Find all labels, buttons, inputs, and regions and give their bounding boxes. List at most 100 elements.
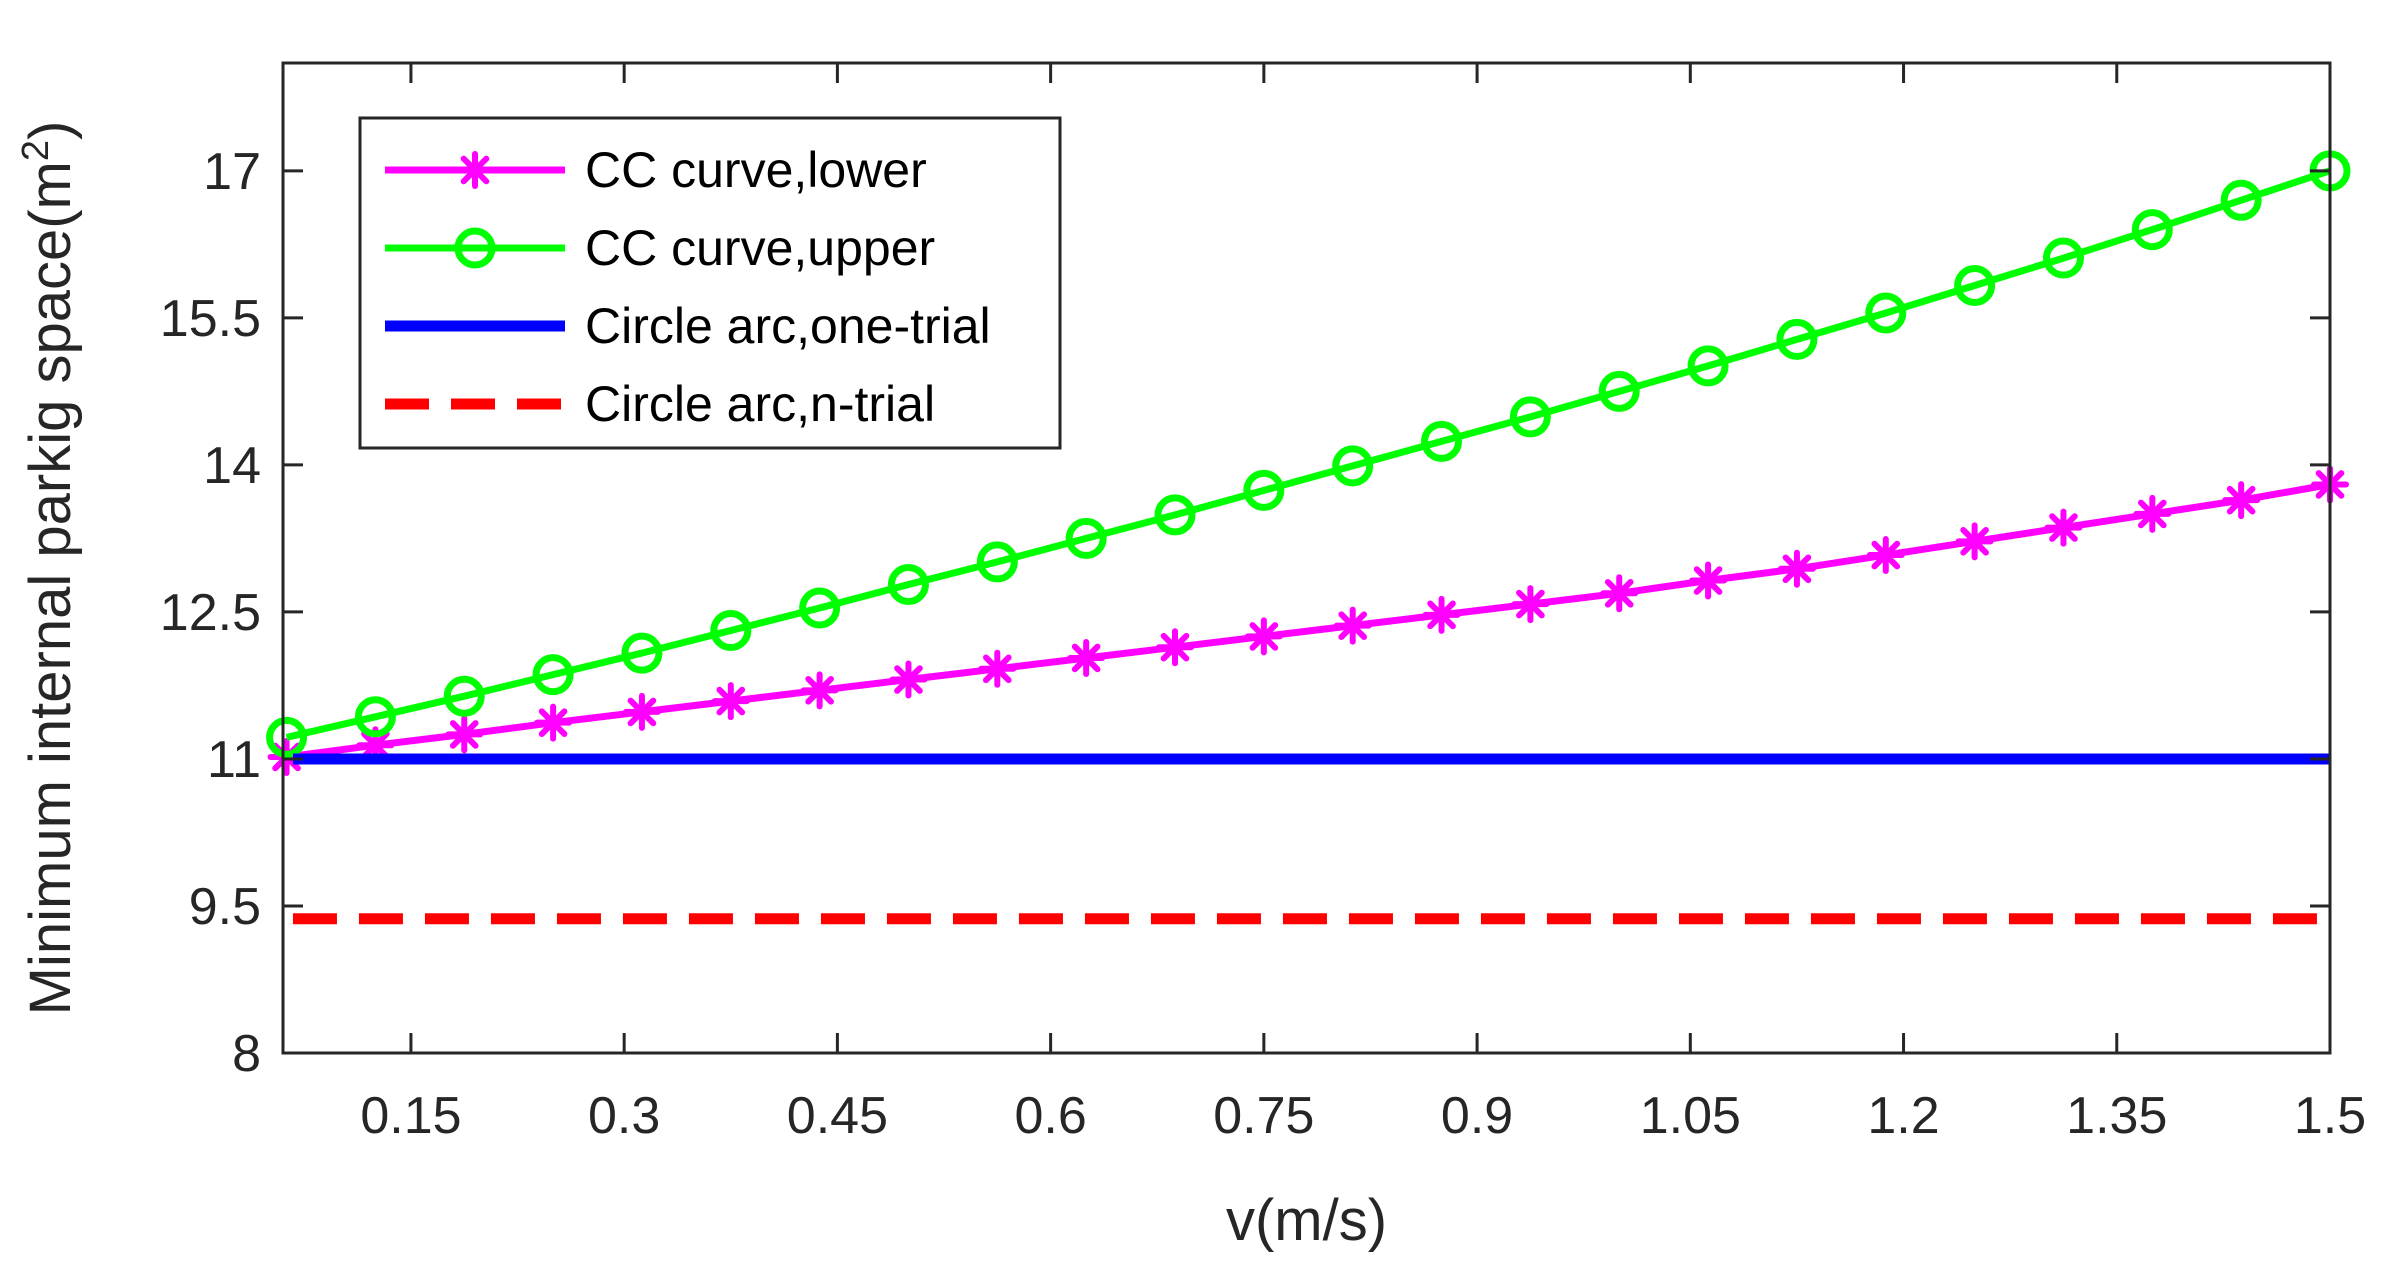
data-point-stroke (449, 720, 479, 749)
data-point-stroke (716, 686, 746, 716)
data-point (1422, 595, 1461, 634)
data-point (1156, 628, 1195, 667)
series-cc-curve-upper (266, 150, 2351, 758)
legend-item: Circle arc,n-trial (385, 376, 935, 432)
data-point-stroke (2049, 513, 2078, 542)
data-point-stroke (361, 730, 390, 760)
data-point-stroke (1604, 578, 1634, 608)
data-point-stroke (983, 654, 1012, 684)
data-point (799, 587, 841, 629)
legend-label: Circle arc,n-trial (585, 376, 935, 432)
data-point (1866, 536, 1905, 575)
data-point (887, 563, 929, 605)
data-point (711, 682, 750, 721)
y-tick-label: 17 (203, 143, 261, 201)
legend-label: Circle arc,one-trial (585, 298, 991, 354)
legend-marker (454, 227, 496, 269)
data-point (800, 671, 839, 710)
x-tick-label: 0.45 (787, 1087, 888, 1145)
data-point (354, 696, 396, 738)
y-tick-label: 9.5 (189, 878, 261, 936)
data-point (266, 716, 308, 758)
x-tick-label: 1.2 (1867, 1087, 1939, 1145)
data-point (2222, 481, 2261, 520)
x-tick-label: 0.6 (1014, 1087, 1086, 1145)
data-point (710, 610, 752, 652)
x-tick-label: 1.05 (1640, 1087, 1741, 1145)
data-point (1244, 617, 1283, 656)
y-axis-label: Minimum internal parkig space(m2) (15, 121, 83, 1016)
legend-item: CC curve,lower (385, 142, 927, 198)
legend-marker-stroke (460, 155, 490, 185)
data-point (1332, 445, 1374, 487)
data-point (1777, 549, 1816, 588)
data-point-stroke (1249, 622, 1279, 651)
y-tick-label: 11 (207, 731, 261, 789)
data-point-stroke (1427, 600, 1456, 630)
x-tick-label: 0.3 (588, 1087, 660, 1145)
data-point (976, 541, 1018, 583)
data-point (621, 632, 663, 674)
data-point-stroke (1782, 554, 1812, 584)
data-point (1511, 585, 1550, 624)
data-point (532, 654, 574, 696)
x-tick-label: 0.9 (1441, 1087, 1513, 1145)
data-point-stroke (1516, 589, 1545, 619)
data-point (2220, 179, 2262, 221)
y-tick-label: 14 (203, 437, 261, 495)
data-point-stroke (1871, 540, 1901, 570)
data-point (1687, 345, 1729, 387)
data-point-stroke (1071, 643, 1101, 673)
data-point-stroke (627, 697, 657, 727)
data-point-stroke (894, 665, 923, 694)
legend-item: CC curve,upper (385, 220, 935, 276)
x-axis-label: v(m/s) (1226, 1188, 1387, 1253)
x-tick-label: 0.15 (360, 1087, 461, 1145)
data-point-stroke (538, 708, 568, 737)
data-point-stroke (805, 676, 834, 705)
data-point-stroke (1160, 632, 1190, 662)
plot-frame (281, 61, 2332, 1055)
data-point (1776, 318, 1818, 360)
data-point (2133, 494, 2172, 533)
series-cc-curve-lower (267, 465, 2349, 776)
data-point (1243, 469, 1285, 511)
data-point-stroke (2226, 485, 2256, 515)
data-point (1067, 638, 1106, 677)
data-point (534, 703, 573, 742)
data-point (1333, 606, 1372, 645)
data-point (1955, 522, 1994, 561)
data-point (2131, 209, 2173, 251)
data-point (889, 660, 928, 699)
data-point (1065, 517, 1107, 559)
x-tick-label: 1.5 (2294, 1087, 2366, 1145)
y-tick-label: 8 (232, 1025, 261, 1083)
legend-label: CC curve,lower (585, 142, 927, 198)
x-tick-label: 0.75 (1213, 1087, 1314, 1145)
legend-item: Circle arc,one-trial (385, 298, 991, 354)
data-point (1154, 494, 1196, 536)
y-tick-label: 12.5 (160, 584, 261, 642)
data-point-stroke (1693, 566, 1723, 595)
data-point-stroke (1338, 611, 1368, 640)
data-point (622, 692, 661, 731)
legend-label: CC curve,upper (585, 220, 935, 276)
data-point (1689, 561, 1728, 600)
data-point (978, 649, 1017, 688)
data-point (1865, 292, 1907, 334)
data-point-stroke (1960, 527, 1989, 556)
data-point (2044, 508, 2083, 547)
data-point (2042, 237, 2084, 279)
x-tick-label: 1.35 (2066, 1087, 2167, 1145)
data-point (445, 715, 484, 754)
data-point (1598, 370, 1640, 412)
data-point (1954, 265, 1996, 307)
data-point (1509, 396, 1551, 438)
data-point-stroke (2137, 499, 2167, 529)
data-point (1421, 420, 1463, 462)
y-tick-label: 15.5 (160, 290, 261, 348)
data-point (443, 675, 485, 717)
data-point (1600, 574, 1639, 613)
